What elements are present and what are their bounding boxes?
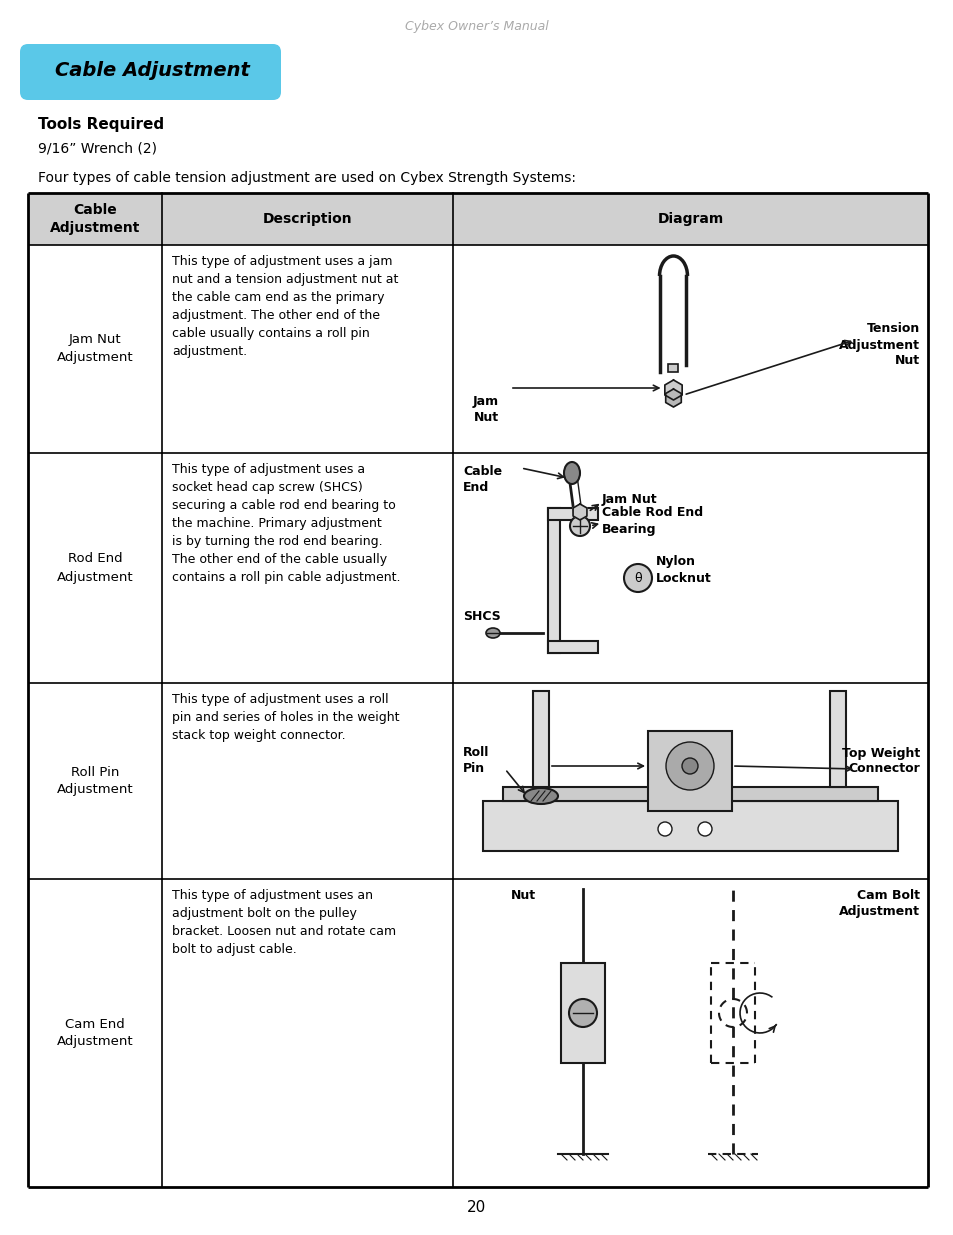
Ellipse shape	[485, 629, 499, 638]
Bar	[162, 193, 453, 245]
Text: Jam Nut: Jam Nut	[601, 494, 657, 506]
Bar	[647, 731, 731, 811]
Bar	[453, 193, 927, 245]
Bar	[533, 692, 548, 787]
Text: 20: 20	[467, 1199, 486, 1214]
Text: Tools Required: Tools Required	[38, 117, 164, 132]
Bar	[560, 963, 604, 1063]
Circle shape	[698, 823, 711, 836]
Text: 9/16” Wrench (2): 9/16” Wrench (2)	[38, 141, 157, 156]
Bar	[547, 508, 559, 653]
Text: Tension
Adjustment
Nut: Tension Adjustment Nut	[838, 322, 919, 368]
Text: Jam Nut
Adjustment: Jam Nut Adjustment	[56, 333, 133, 364]
Ellipse shape	[523, 788, 558, 804]
Text: Jam
Nut: Jam Nut	[473, 395, 498, 424]
Circle shape	[568, 999, 597, 1028]
Text: Cam End
Adjustment: Cam End Adjustment	[56, 1018, 133, 1049]
Bar	[28, 193, 162, 245]
Text: SHCS: SHCS	[462, 610, 500, 622]
Bar	[668, 364, 678, 372]
Bar	[829, 692, 845, 787]
Circle shape	[665, 742, 713, 790]
Circle shape	[658, 823, 671, 836]
Text: Description: Description	[262, 212, 352, 226]
Circle shape	[623, 564, 651, 592]
Text: θ: θ	[634, 572, 641, 584]
Bar	[547, 508, 598, 520]
Text: Cable Adjustment: Cable Adjustment	[54, 62, 249, 80]
Text: This type of adjustment uses a
socket head cap screw (SHCS)
securing a cable rod: This type of adjustment uses a socket he…	[172, 463, 400, 584]
Bar	[502, 787, 877, 802]
Text: This type of adjustment uses a jam
nut and a tension adjustment nut at
the cable: This type of adjustment uses a jam nut a…	[172, 254, 398, 358]
Circle shape	[681, 758, 698, 774]
Text: This type of adjustment uses an
adjustment bolt on the pulley
bracket. Loosen nu: This type of adjustment uses an adjustme…	[172, 889, 395, 956]
Ellipse shape	[563, 462, 579, 484]
Text: Cable
Adjustment: Cable Adjustment	[50, 203, 140, 235]
Text: Nut: Nut	[510, 889, 535, 902]
Text: Cable
End: Cable End	[462, 466, 501, 494]
Text: Cybex Owner’s Manual: Cybex Owner’s Manual	[405, 20, 548, 33]
Circle shape	[569, 516, 589, 536]
FancyBboxPatch shape	[20, 44, 281, 100]
Bar	[547, 641, 598, 653]
Polygon shape	[664, 380, 681, 400]
Text: Cable Rod End
Bearing: Cable Rod End Bearing	[601, 506, 702, 536]
Text: Rod End
Adjustment: Rod End Adjustment	[56, 552, 133, 583]
Text: Cam Bolt
Adjustment: Cam Bolt Adjustment	[838, 889, 919, 918]
Text: Four types of cable tension adjustment are used on Cybex Strength Systems:: Four types of cable tension adjustment a…	[38, 170, 576, 185]
Text: Top Weight
Connector: Top Weight Connector	[841, 746, 919, 776]
Text: Roll Pin
Adjustment: Roll Pin Adjustment	[56, 766, 133, 797]
Polygon shape	[665, 389, 680, 408]
Polygon shape	[573, 504, 586, 520]
Text: This type of adjustment uses a roll
pin and series of holes in the weight
stack : This type of adjustment uses a roll pin …	[172, 693, 399, 742]
Bar	[482, 802, 897, 851]
Text: Diagram: Diagram	[657, 212, 723, 226]
Text: Roll
Pin: Roll Pin	[462, 746, 489, 776]
Text: Nylon
Locknut: Nylon Locknut	[656, 556, 711, 584]
